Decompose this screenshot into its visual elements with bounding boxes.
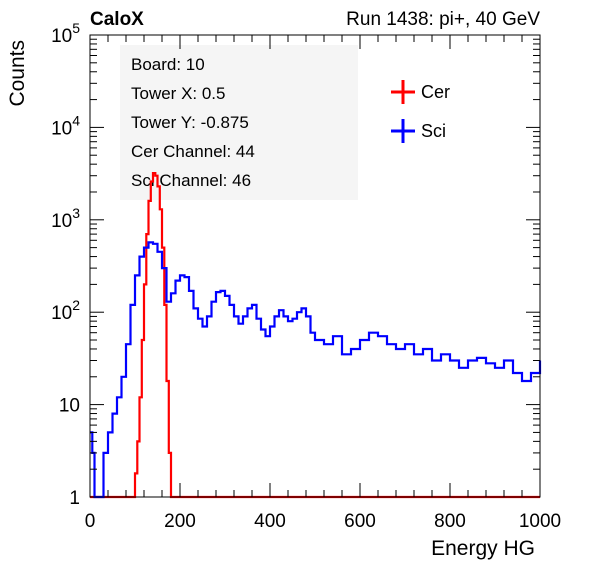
x-axis-title: Energy HG xyxy=(431,537,535,560)
info-board: Board: 10 xyxy=(131,55,205,74)
y-axis-title: Counts xyxy=(6,40,29,107)
header-left-label: CaloX xyxy=(90,9,144,30)
x-tick-label: 600 xyxy=(344,511,376,532)
info-cer-channel: Cer Channel: 44 xyxy=(131,142,255,161)
x-tick-label: 0 xyxy=(85,511,96,532)
legend: Cer Sci xyxy=(391,80,450,143)
info-box: Board: 10 Tower X: 0.5 Tower Y: -0.875 C… xyxy=(120,45,358,200)
series-sci-line xyxy=(90,241,542,499)
legend-label-cer: Cer xyxy=(421,82,450,102)
y-tick-label: 104 xyxy=(51,112,80,139)
info-sci-channel: Sci Channel: 46 xyxy=(131,171,251,190)
plot-layer xyxy=(90,172,542,499)
info-box-background xyxy=(120,45,358,200)
plot-frame xyxy=(89,34,541,498)
legend-label-sci: Sci xyxy=(421,121,446,141)
info-tower-y: Tower Y: -0.875 xyxy=(131,113,249,132)
y-tick-label: 103 xyxy=(51,205,80,232)
x-tick-label: 800 xyxy=(434,511,466,532)
y-tick-label: 102 xyxy=(51,297,80,324)
x-tick-label: 1000 xyxy=(519,511,561,532)
header-right-label: Run 1438: pi+, 40 GeV xyxy=(346,9,540,30)
x-tick-label: 200 xyxy=(164,511,196,532)
y-tick-label: 1 xyxy=(69,488,80,509)
info-tower-x: Tower X: 0.5 xyxy=(131,84,226,103)
axes-layer: 0 200 400 600 800 1000 1 10 102 103 104 105 xyxy=(51,20,561,532)
x-tick-label: 400 xyxy=(254,511,286,532)
series-cer-line xyxy=(90,172,540,499)
y-tick-label: 105 xyxy=(51,20,80,47)
y-tick-label: 10 xyxy=(59,396,80,417)
